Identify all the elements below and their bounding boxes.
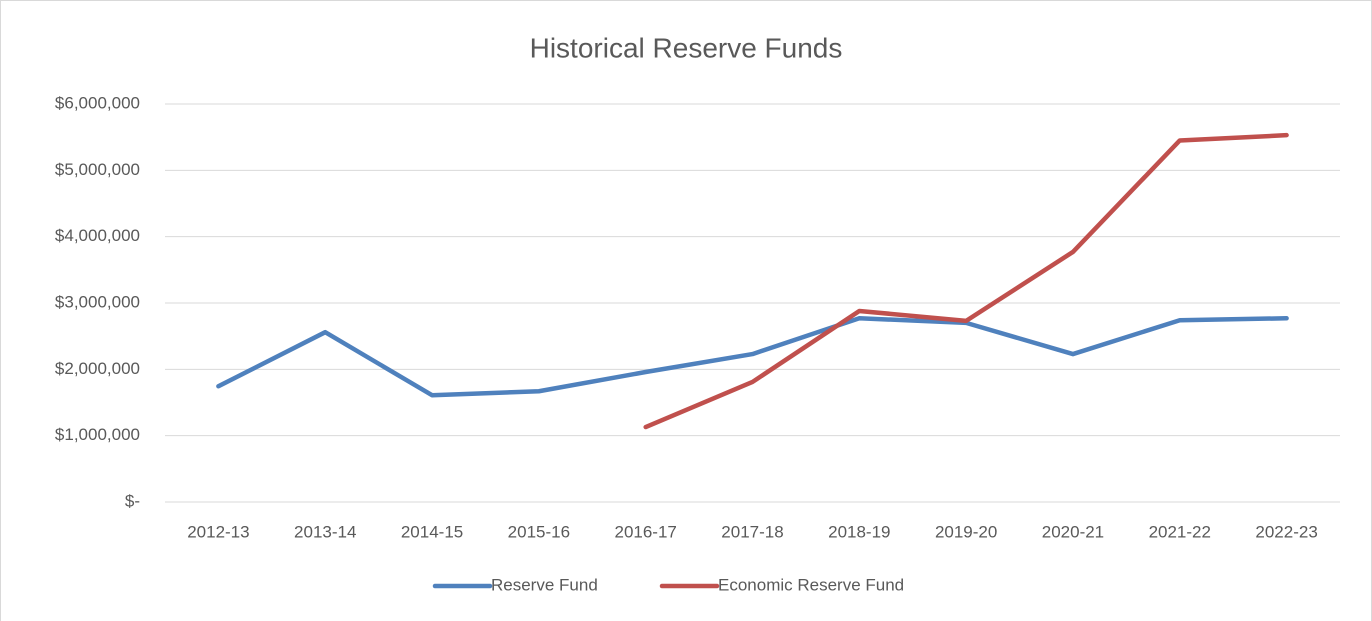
- y-tick-label: $2,000,000: [55, 359, 140, 378]
- x-tick-label: 2012-13: [187, 522, 249, 541]
- y-tick-label: $-: [125, 491, 140, 510]
- chart-title: Historical Reserve Funds: [530, 32, 843, 63]
- y-tick-label: $3,000,000: [55, 292, 140, 311]
- x-tick-label: 2013-14: [294, 522, 356, 541]
- y-tick-label: $5,000,000: [55, 160, 140, 179]
- y-tick-label: $4,000,000: [55, 226, 140, 245]
- y-tick-label: $1,000,000: [55, 425, 140, 444]
- x-tick-label: 2019-20: [935, 522, 997, 541]
- x-tick-label: 2022-23: [1255, 522, 1317, 541]
- legend-label: Economic Reserve Fund: [718, 575, 904, 594]
- x-tick-label: 2021-22: [1149, 522, 1211, 541]
- series-line: [216, 316, 1289, 398]
- x-tick-label: 2014-15: [401, 522, 463, 541]
- series-line: [643, 132, 1289, 430]
- x-tick-label: 2018-19: [828, 522, 890, 541]
- x-tick-label: 2015-16: [508, 522, 570, 541]
- x-tick-label: 2020-21: [1042, 522, 1104, 541]
- x-tick-label: 2016-17: [614, 522, 676, 541]
- y-tick-label: $6,000,000: [55, 93, 140, 112]
- legend-label: Reserve Fund: [491, 575, 598, 594]
- x-tick-label: 2017-18: [721, 522, 783, 541]
